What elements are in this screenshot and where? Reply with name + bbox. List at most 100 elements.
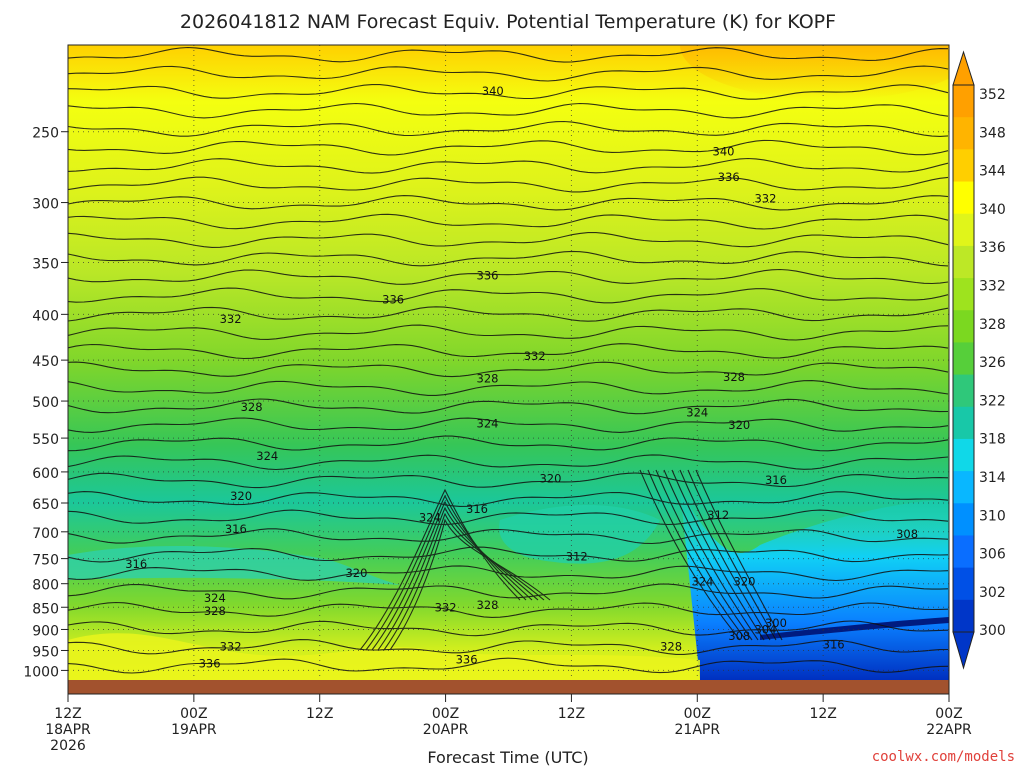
x-tick-label: 00Z <box>684 706 711 722</box>
contour-label-text: 328 <box>477 372 499 386</box>
colorbar-segment <box>953 503 974 536</box>
x-tick-label: 12Z <box>54 706 81 722</box>
colorbar-segment <box>953 278 974 311</box>
colorbar-segment <box>953 245 974 279</box>
contour-label: 312 <box>707 508 729 522</box>
colorbar-top-arrow <box>952 50 975 86</box>
colorbar-label: 314 <box>979 470 1006 486</box>
contour-line <box>663 469 759 641</box>
contour-label: 336 <box>199 657 221 671</box>
contour-label-text: 300 <box>765 616 787 630</box>
contour-label-text: 316 <box>466 502 488 516</box>
contour-label: 340 <box>713 144 735 158</box>
contour-label: 300 <box>765 616 787 630</box>
contour-line <box>647 469 747 641</box>
colorbar-label: 344 <box>979 164 1006 180</box>
y-axis: 250 300 350 400 450 500 550 600 650 700 750 800 850 9… <box>23 126 68 680</box>
contour-line <box>389 518 551 651</box>
contour-line <box>68 46 949 63</box>
contour-line <box>68 509 949 526</box>
contour-label: 320 <box>734 574 756 588</box>
contour-label: 320 <box>345 566 367 580</box>
colorbar-label: 310 <box>979 508 1006 524</box>
colorbar-label: 300 <box>979 623 1006 639</box>
contour-label-text: 336 <box>477 269 499 283</box>
contour-label-text: 332 <box>524 349 546 363</box>
contour-line <box>68 102 949 119</box>
x-tick-label: 12Z <box>558 706 585 722</box>
contour-label: 316 <box>823 637 845 651</box>
contour-label: 304 <box>754 622 776 636</box>
contour-label: 316 <box>466 502 488 516</box>
colorbar-label: 306 <box>979 547 1006 563</box>
colorbar-segment <box>953 213 974 247</box>
contour-label-text: 336 <box>199 657 221 671</box>
contour-line <box>68 639 949 655</box>
contour-label-text: 320 <box>539 471 561 485</box>
contour-lines <box>68 46 949 674</box>
contour-label-text: 316 <box>765 473 787 487</box>
surface-warm-band <box>68 633 700 680</box>
colorbar-segment <box>953 342 974 376</box>
x-tick-label: 22APR <box>926 722 972 738</box>
contour-line <box>68 139 949 156</box>
contour-label-text: 312 <box>707 508 729 522</box>
y-tick-label: 1000 <box>23 664 59 680</box>
colorbar-label: 318 <box>979 432 1006 448</box>
contour-line <box>68 84 949 100</box>
credit-text: coolwx.com/models <box>872 749 1015 765</box>
x-tick-label: 00Z <box>935 706 962 722</box>
contour-line <box>68 195 949 211</box>
colorbar-frame <box>952 84 975 633</box>
contour-label-text: 324 <box>477 417 499 431</box>
contour-label: 320 <box>539 471 561 485</box>
contour-line <box>68 287 949 304</box>
colorbar-segment <box>953 117 974 150</box>
contour-label: 324 <box>419 511 441 525</box>
contour-label: 332 <box>220 639 242 653</box>
contour-label: 328 <box>477 372 499 386</box>
contour-label-text: 328 <box>204 604 226 618</box>
x-tick-label: 18APR <box>45 722 91 738</box>
colorbar-label: 302 <box>979 585 1006 601</box>
contour-label-text: 316 <box>125 557 147 571</box>
contour-label: 316 <box>765 473 787 487</box>
contour-line <box>679 469 771 641</box>
contour-label-text: 308 <box>896 527 918 541</box>
warm-top-region <box>680 45 949 100</box>
contour-label-text: 332 <box>754 192 776 206</box>
contour-line <box>68 435 949 452</box>
contour-label-text: 340 <box>713 144 735 158</box>
contour-label: 336 <box>477 269 499 283</box>
contour-line <box>68 417 949 433</box>
contour-label-text: 316 <box>823 637 845 651</box>
ground-strip <box>68 680 949 694</box>
contour-line <box>68 398 949 415</box>
contour-line <box>68 65 949 82</box>
contour-label-text: 312 <box>566 550 588 564</box>
contour-label-text: 324 <box>256 449 278 463</box>
y-tick-label: 850 <box>32 601 59 617</box>
contour-line <box>68 657 949 674</box>
colorbar-segment <box>953 535 974 569</box>
contour-label-text: 328 <box>241 400 263 414</box>
y-tick-label: 600 <box>32 466 59 482</box>
contour-label: 332 <box>754 192 776 206</box>
contour-label: 324 <box>256 449 278 463</box>
contour-line <box>687 469 777 641</box>
colorbar-label: 348 <box>979 125 1006 141</box>
contour-label: 308 <box>896 527 918 541</box>
contour-label-text: 332 <box>220 312 242 326</box>
grid-lines <box>68 45 949 680</box>
contour-line <box>68 601 949 618</box>
contour-line <box>68 232 949 248</box>
contour-label: 328 <box>477 598 499 612</box>
contour-label-text: 340 <box>482 84 504 98</box>
contour-line <box>68 546 949 563</box>
contour-label: 332 <box>435 600 457 614</box>
colorbar-label: 328 <box>979 317 1006 333</box>
colorbar-bottom-arrow <box>952 631 975 670</box>
contour-line <box>68 583 949 600</box>
y-tick-label: 550 <box>32 432 59 448</box>
